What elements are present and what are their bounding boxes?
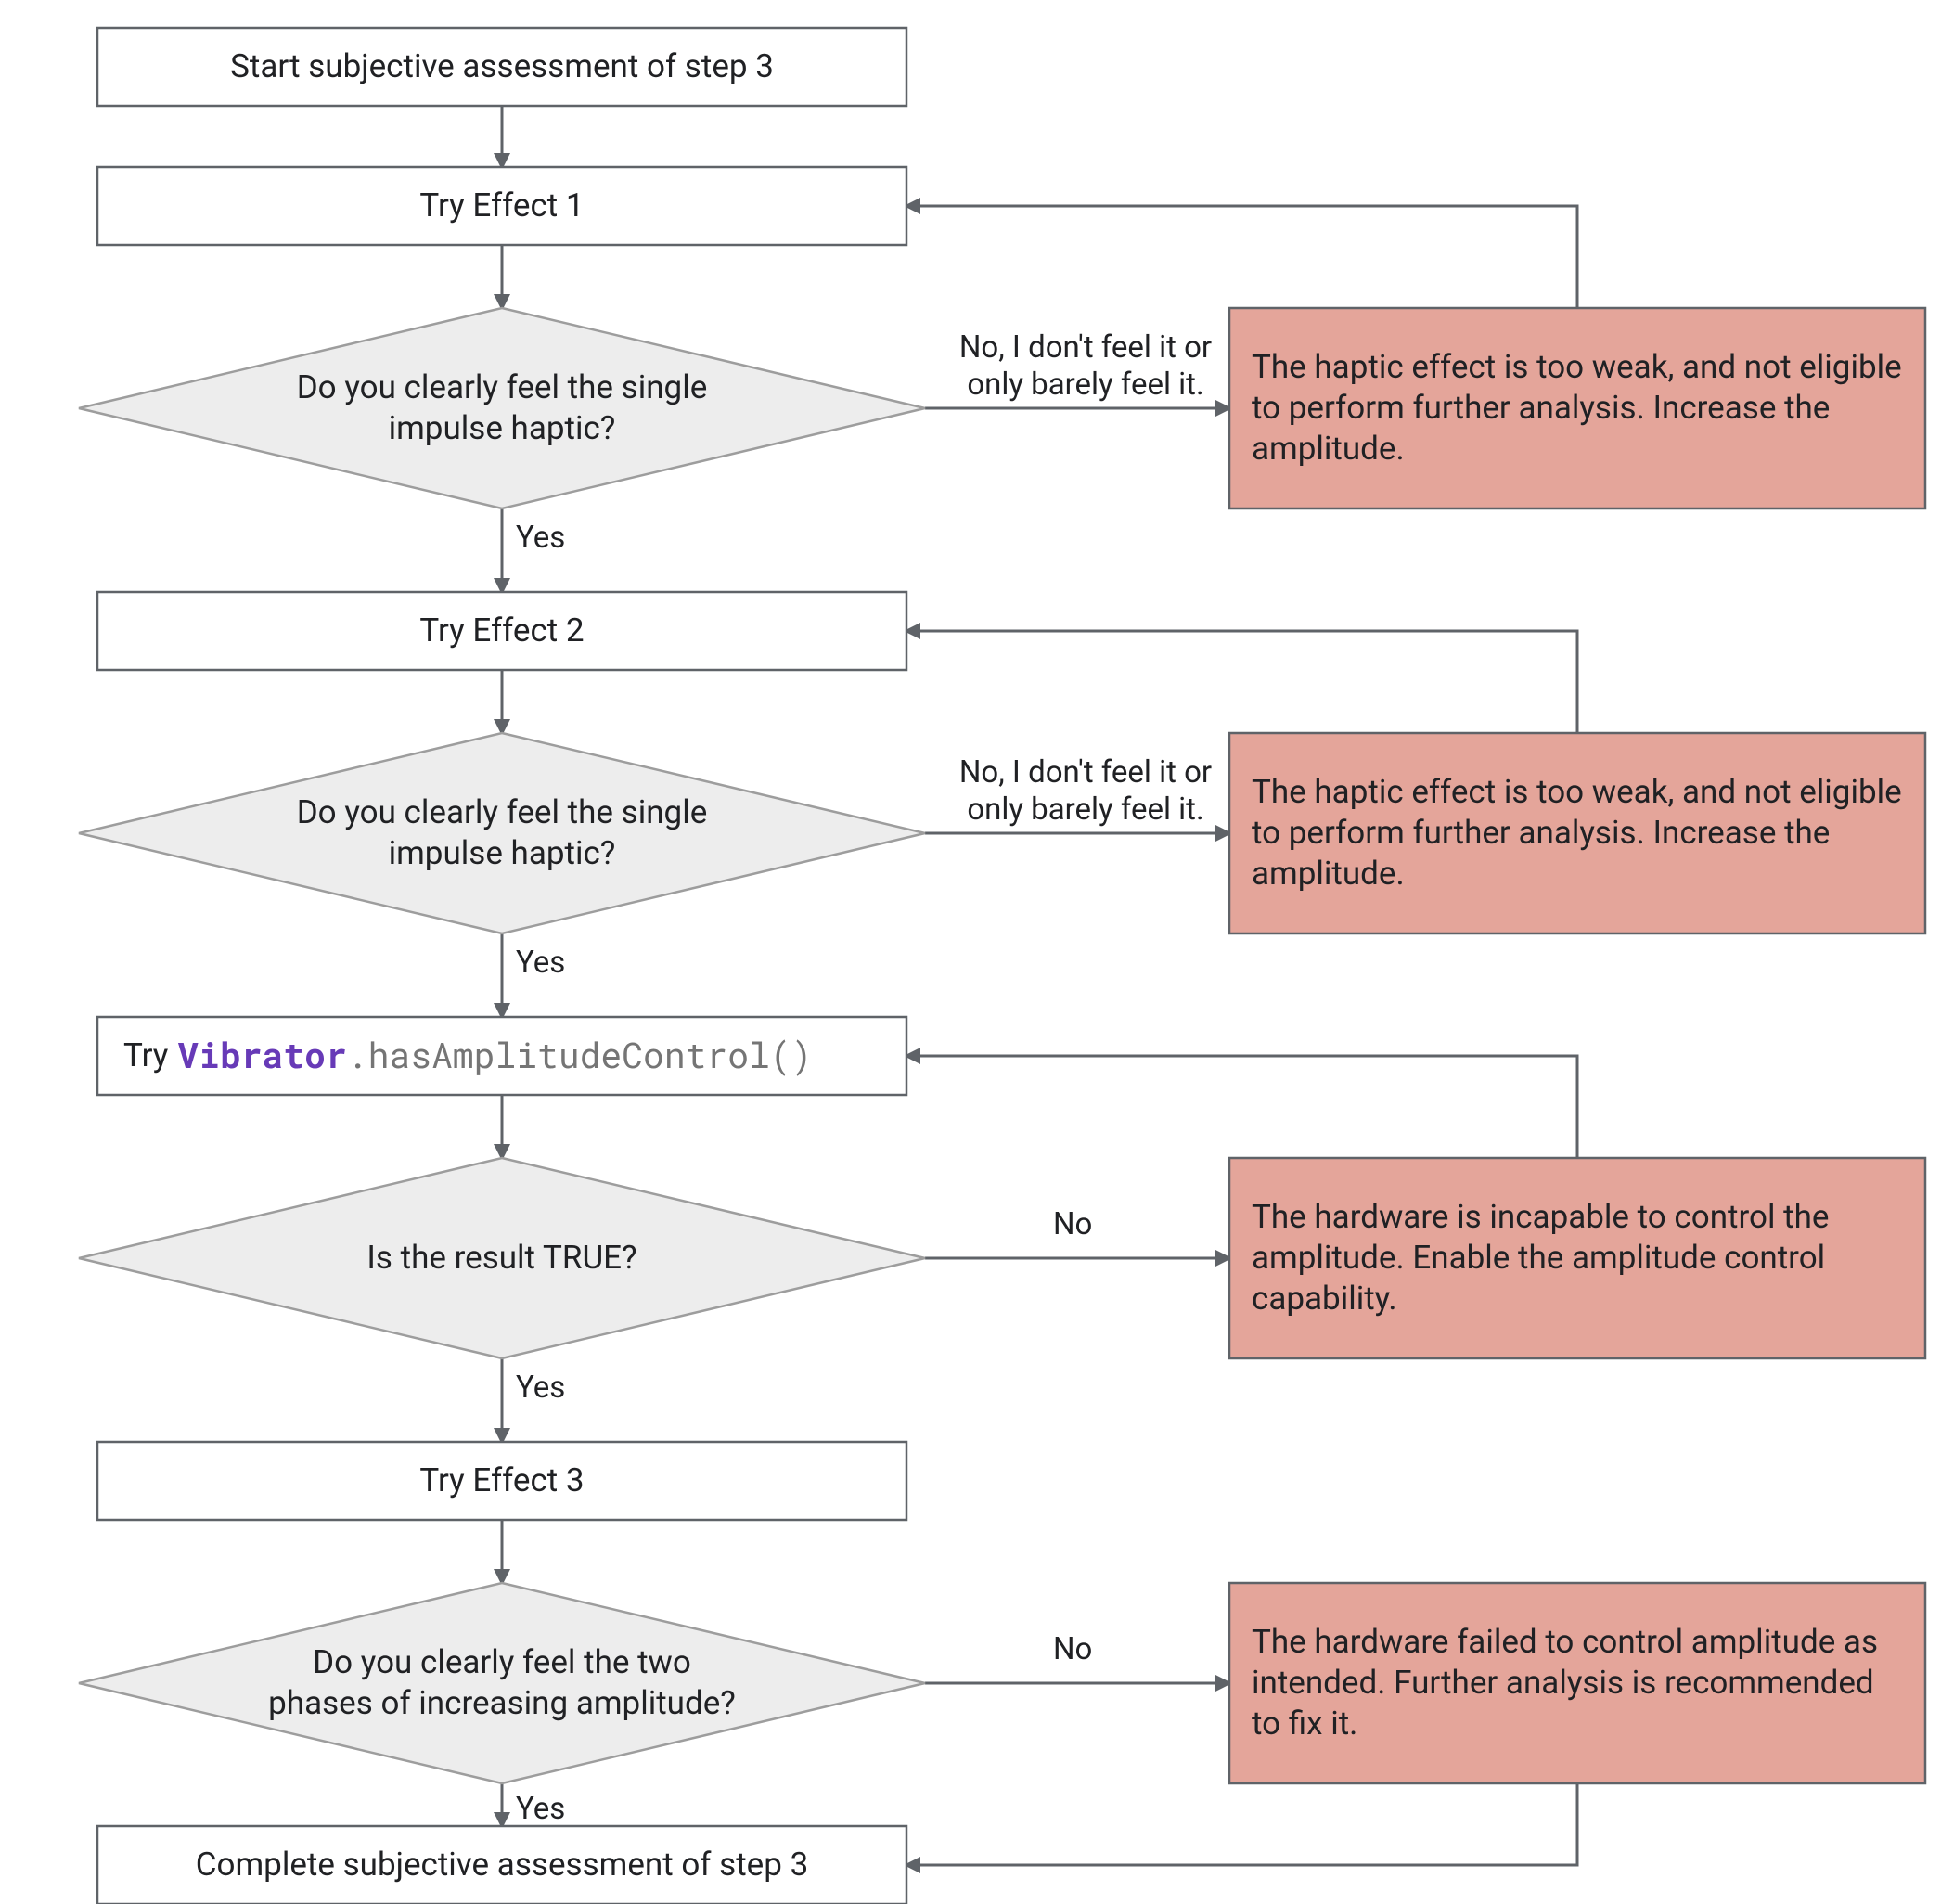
node-label-start: Start subjective assessment of step 3 [97,28,906,106]
code-try-label: Try [123,1036,168,1076]
code-method-suffix: .hasAmplitudeControl() [347,1034,813,1078]
node-label-complete: Complete subjective assessment of step 3 [97,1826,906,1904]
edge-w2-to-try2 [906,631,1577,733]
edge-w3-to-trycode [906,1056,1577,1158]
edge-label-q3-try4: Yes [516,1370,565,1407]
node-label-q4: Do you clearly feel the two phases of in… [248,1583,755,1783]
edge-label-q2-w2: No, I don't feel it or only barely feel … [946,754,1225,828]
edge-w4-to-complete [906,1783,1577,1865]
edge-label-q3-w3: No [1053,1206,1092,1243]
node-label-try4: Try Effect 3 [97,1442,906,1520]
node-label-q1: Do you clearly feel the single impulse h… [248,308,755,508]
node-label-trycode: TryVibrator.hasAmplitudeControl() [97,1017,906,1095]
edge-label-q1-try2: Yes [516,520,565,557]
edge-w1-to-try1 [906,206,1577,308]
node-label-w3: The hardware is incapable to control the… [1229,1158,1925,1358]
node-label-w1: The haptic effect is too weak, and not e… [1229,308,1925,508]
node-label-try2: Try Effect 2 [97,592,906,670]
edge-label-q2-trycode: Yes [516,945,565,982]
edge-label-q1-w1: No, I don't feel it or only barely feel … [946,329,1225,403]
flowchart-canvas: No, I don't feel it or only barely feel … [0,0,1941,1904]
node-label-w4: The hardware failed to control amplitude… [1229,1583,1925,1783]
node-label-q2: Do you clearly feel the single impulse h… [248,733,755,933]
code-class-name: Vibrator [177,1034,346,1078]
node-label-w2: The haptic effect is too weak, and not e… [1229,733,1925,933]
edge-label-q4-w4: No [1053,1631,1092,1668]
node-label-q3: Is the result TRUE? [248,1158,755,1358]
node-label-try1: Try Effect 1 [97,167,906,245]
edge-label-q4-complete: Yes [516,1791,565,1828]
